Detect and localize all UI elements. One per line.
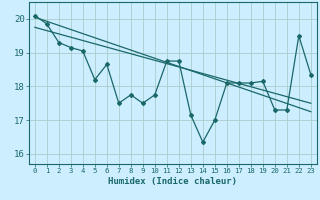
X-axis label: Humidex (Indice chaleur): Humidex (Indice chaleur) [108, 177, 237, 186]
